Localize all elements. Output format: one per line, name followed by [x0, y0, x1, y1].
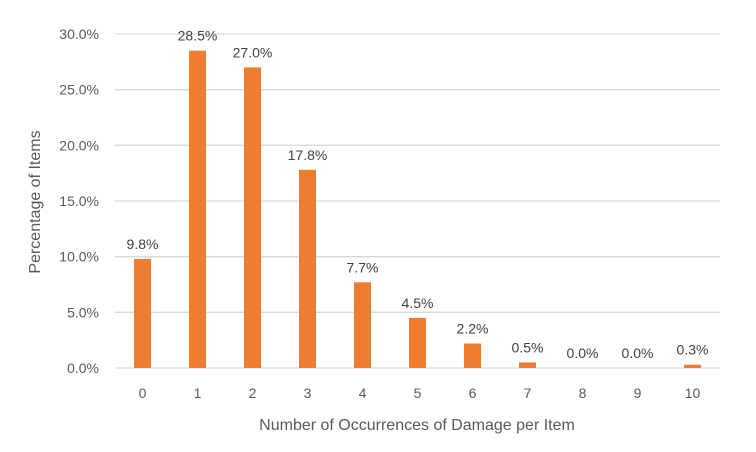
- y-tick-label: 10.0%: [59, 249, 99, 265]
- bar: [299, 169, 316, 368]
- x-tick-label: 9: [634, 385, 642, 401]
- bar: [354, 282, 371, 368]
- data-label: 0.5%: [512, 339, 544, 355]
- x-tick-label: 4: [359, 385, 367, 401]
- x-axis-ticks: 0 1 2 3 4 5 6 7 8 9 10: [139, 385, 701, 401]
- x-tick-label: 2: [249, 385, 257, 401]
- y-tick-label: 20.0%: [59, 137, 99, 153]
- y-axis-title: Percentage of Items: [27, 130, 44, 273]
- data-label: 4.5%: [402, 295, 434, 311]
- bar: [409, 317, 426, 368]
- data-label: 17.8%: [288, 147, 328, 163]
- x-tick-label: 3: [304, 385, 312, 401]
- data-label: 2.2%: [457, 321, 489, 337]
- x-tick-label: 6: [469, 385, 477, 401]
- data-label: 0.0%: [567, 345, 599, 361]
- bar: [464, 343, 481, 368]
- x-tick-label: 5: [414, 385, 422, 401]
- bar: [189, 50, 206, 368]
- bar: [684, 364, 701, 368]
- y-tick-label: 0.0%: [67, 360, 99, 376]
- data-label: 0.0%: [622, 345, 654, 361]
- y-tick-label: 30.0%: [59, 26, 99, 42]
- data-labels: 9.8% 28.5% 27.0% 17.8% 7.7% 4.5% 2.2% 0.5% 0.0% 0…: [127, 28, 709, 361]
- bars: [134, 50, 701, 369]
- data-label: 28.5%: [178, 28, 218, 44]
- x-tick-label: 8: [579, 385, 587, 401]
- x-tick-label: 7: [524, 385, 532, 401]
- y-tick-label: 5.0%: [67, 304, 99, 320]
- data-label: 7.7%: [347, 259, 379, 275]
- data-label: 9.8%: [127, 236, 159, 252]
- bar: [519, 362, 536, 368]
- data-label: 27.0%: [233, 44, 273, 60]
- x-tick-label: 1: [194, 385, 202, 401]
- gridlines: [115, 33, 720, 369]
- data-label: 0.3%: [677, 342, 709, 358]
- y-tick-label: 15.0%: [59, 193, 99, 209]
- x-axis-title: Number of Occurrences of Damage per Item: [259, 417, 575, 434]
- y-tick-label: 25.0%: [59, 82, 99, 98]
- bar: [134, 258, 151, 368]
- x-tick-label: 10: [685, 385, 701, 401]
- x-tick-label: 0: [139, 385, 147, 401]
- y-axis-ticks: 0.0% 5.0% 10.0% 15.0% 20.0% 25.0% 30.0%: [59, 26, 99, 376]
- bar: [244, 67, 261, 369]
